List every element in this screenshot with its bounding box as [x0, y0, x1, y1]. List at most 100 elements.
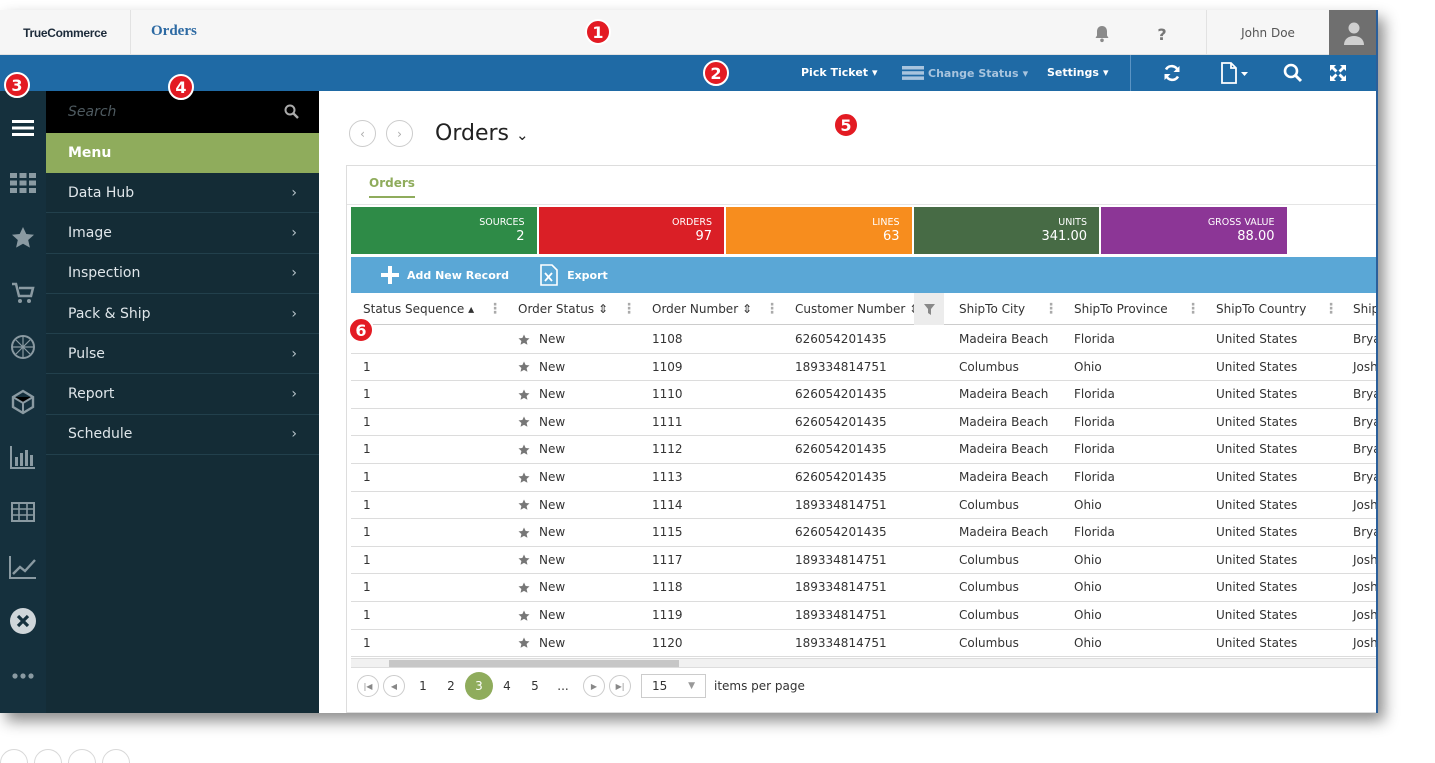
- column-header-shipto-city[interactable]: ShipTo City: [959, 302, 1026, 316]
- page-number[interactable]: 4: [503, 679, 511, 693]
- tile-label: LINES: [872, 217, 900, 228]
- bell-icon[interactable]: [1090, 22, 1114, 46]
- table-row[interactable]: 1 New 1112 626054201435 Madeira Beach Florida…: [351, 436, 1378, 464]
- cube-icon[interactable]: [0, 387, 46, 417]
- star-icon: [518, 472, 530, 483]
- table-row[interactable]: 1 New 1115 626054201435 Madeira Beach Florida…: [351, 519, 1376, 547]
- search-input[interactable]: [46, 91, 286, 133]
- search-icon[interactable]: [1280, 61, 1306, 85]
- column-header-status-sequence[interactable]: Status Sequence ▴: [363, 293, 474, 325]
- menu-item-image[interactable]: Image ›: [46, 213, 319, 254]
- scrollbar-thumb[interactable]: [389, 660, 679, 667]
- column-menu-icon[interactable]: ⋮: [1186, 301, 1200, 317]
- table-row[interactable]: 1 New 1109 189334814751 Columbus Ohio United S…: [351, 354, 1376, 382]
- page-size-select[interactable]: 15 ▼: [641, 674, 706, 698]
- close-circle-icon[interactable]: [0, 606, 46, 636]
- column-header-label: Customer Number: [795, 302, 906, 316]
- filter-icon[interactable]: [914, 293, 944, 325]
- horizontal-scrollbar[interactable]: [351, 658, 1376, 667]
- table-row[interactable]: 1 New 1120 189334814751 Columbus Ohio United S…: [351, 630, 1376, 658]
- menu-item-data-hub[interactable]: Data Hub ›: [46, 173, 319, 214]
- table-row[interactable]: 1 New 1114 189334814751 Columbus Ohio United S…: [351, 492, 1376, 520]
- column-header-order-status[interactable]: Order Status ⇕: [518, 293, 608, 325]
- tile-label: ORDERS: [671, 217, 712, 228]
- tile-value: 97: [695, 229, 712, 244]
- chevron-right-icon: ›: [291, 386, 297, 403]
- help-icon[interactable]: [68, 749, 96, 763]
- page-number[interactable]: 5: [531, 679, 539, 693]
- user-name[interactable]: John Doe: [1206, 10, 1329, 55]
- grid-action-bar: Add New Record Export: [351, 257, 1376, 293]
- cell-ship: Josh: [1353, 608, 1378, 622]
- cell-customer-number: 189334814751: [795, 359, 887, 374]
- expand-icon[interactable]: [1325, 61, 1351, 85]
- tab-orders[interactable]: Orders: [369, 176, 415, 198]
- page-number[interactable]: 1: [419, 679, 427, 693]
- menu-item-inspection[interactable]: Inspection ›: [46, 254, 319, 294]
- refresh-icon[interactable]: [1159, 61, 1185, 85]
- table-row[interactable]: 1 New 1117 189334814751 Columbus Ohio United S…: [351, 547, 1376, 575]
- cart-icon[interactable]: [0, 278, 46, 308]
- more-dots-icon[interactable]: [0, 661, 46, 691]
- apps-grid-icon[interactable]: [0, 168, 46, 198]
- add-new-record-button[interactable]: Add New Record: [381, 266, 509, 284]
- column-header-shipto-province[interactable]: ShipTo Province: [1074, 302, 1168, 316]
- page-title-dropdown[interactable]: Orders ⌄: [435, 121, 529, 146]
- table-row[interactable]: 1 New 1119 189334814751 Columbus Ohio United S…: [351, 602, 1378, 630]
- column-header-customer-number[interactable]: Customer Number ⇕: [795, 293, 919, 325]
- column-header-ship[interactable]: Ship: [1353, 302, 1378, 316]
- new-document-menu[interactable]: [1214, 61, 1254, 85]
- favorites-star-icon[interactable]: [0, 223, 46, 253]
- avatar[interactable]: [1329, 10, 1376, 55]
- column-menu-icon[interactable]: ⋮: [1044, 301, 1058, 317]
- prev-page-icon[interactable]: ◀: [383, 675, 405, 697]
- cell-order-number: 1119: [652, 608, 683, 622]
- page-number[interactable]: ...: [557, 679, 569, 693]
- export-button[interactable]: Export: [539, 264, 608, 286]
- menu-item-report[interactable]: Report ›: [46, 374, 319, 415]
- settings-menu[interactable]: Settings ▾: [1047, 66, 1108, 79]
- column-menu-icon[interactable]: ⋮: [488, 301, 502, 317]
- menu-item-pack-ship[interactable]: Pack & Ship ›: [46, 294, 319, 335]
- more-icon[interactable]: [102, 749, 130, 763]
- column-header-order-number[interactable]: Order Number ⇕: [652, 293, 752, 325]
- footer-icons: [0, 749, 130, 763]
- table-row[interactable]: 1 New 1118 189334814751 Columbus Ohio United S…: [351, 574, 1376, 602]
- cell-order-number: 1108: [652, 332, 683, 346]
- back-button[interactable]: ‹: [349, 120, 376, 147]
- table-icon[interactable]: [0, 497, 46, 527]
- line-chart-icon[interactable]: [0, 552, 46, 582]
- hamburger-menu-icon[interactable]: [0, 113, 46, 143]
- table-row[interactable]: 1 New 1110 626054201435 Madeira Beach Florida…: [351, 381, 1376, 409]
- page-number[interactable]: 3: [465, 672, 493, 700]
- column-menu-icon[interactable]: ⋮: [622, 301, 636, 317]
- search-icon[interactable]: [284, 104, 299, 122]
- truecommerce-logo[interactable]: TrueCommerce: [0, 10, 131, 55]
- help-icon[interactable]: ?: [1157, 24, 1167, 44]
- bar-chart-icon[interactable]: [0, 442, 46, 472]
- column-menu-icon[interactable]: ⋮: [1324, 301, 1338, 317]
- cell-order-number: 1113: [652, 470, 683, 484]
- edit-icon[interactable]: [0, 749, 28, 763]
- pick-ticket-menu[interactable]: Pick Ticket ▾: [801, 66, 878, 79]
- app-window: TrueCommerce Orders ? John Doe Pick Tick…: [0, 10, 1378, 713]
- first-page-icon[interactable]: |◀: [357, 675, 379, 697]
- page-number[interactable]: 2: [447, 679, 455, 693]
- table-row[interactable]: 1 New 1113 626054201435 Madeira Beach Florida…: [351, 464, 1376, 492]
- wireframe-ball-icon[interactable]: [0, 332, 46, 362]
- cell-shipto-country: United States: [1216, 497, 1298, 512]
- table-row[interactable]: New 1108 626054201435 Madeira Beach Florida U…: [351, 326, 1376, 354]
- last-page-icon[interactable]: ▶|: [609, 675, 631, 697]
- column-menu-icon[interactable]: ⋮: [765, 301, 779, 317]
- list-icon[interactable]: [34, 749, 62, 763]
- next-page-icon[interactable]: ▶: [583, 675, 605, 697]
- menu-item-pulse[interactable]: Pulse ›: [46, 334, 319, 375]
- cell-shipto-city: Madeira Beach: [959, 332, 1049, 346]
- change-status-menu[interactable]: Change Status ▾: [902, 66, 1028, 80]
- cell-ship: Brya: [1353, 442, 1378, 457]
- forward-button[interactable]: ›: [386, 120, 413, 147]
- table-row[interactable]: 1 New 1111 626054201435 Madeira Beach Florida…: [351, 409, 1376, 437]
- menu-item-schedule[interactable]: Schedule ›: [46, 415, 319, 456]
- cell-order-status: New: [518, 574, 565, 601]
- column-header-shipto-country[interactable]: ShipTo Country: [1216, 302, 1307, 316]
